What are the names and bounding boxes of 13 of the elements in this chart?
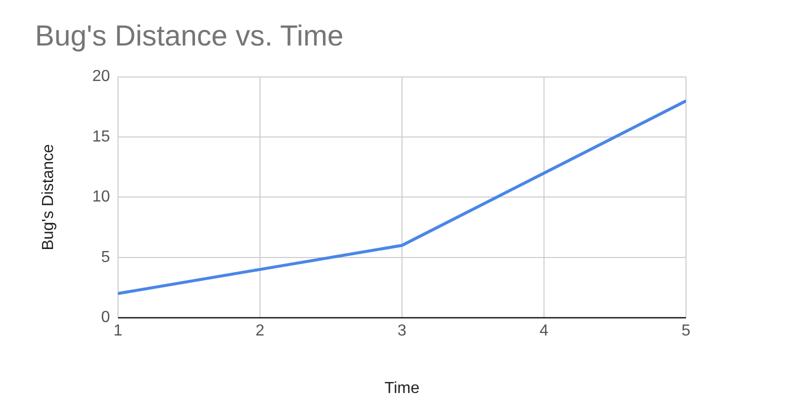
x-tick-label: 2: [256, 322, 265, 340]
y-tick-label: 0: [101, 309, 110, 326]
chart-title: Bug's Distance vs. Time: [35, 20, 344, 52]
x-axis-title: Time: [384, 380, 420, 397]
y-tick-label: 20: [92, 68, 110, 86]
y-tick-label: 10: [92, 188, 110, 206]
x-tick-label: 5: [682, 322, 691, 340]
x-tick-label: 3: [398, 322, 407, 340]
x-tick-label: 4: [540, 322, 549, 340]
y-tick-label: 5: [101, 248, 110, 266]
x-tick-label: 1: [114, 322, 123, 340]
y-tick-label: 15: [92, 128, 110, 146]
y-axis-title: Bug's Distance: [40, 144, 58, 250]
